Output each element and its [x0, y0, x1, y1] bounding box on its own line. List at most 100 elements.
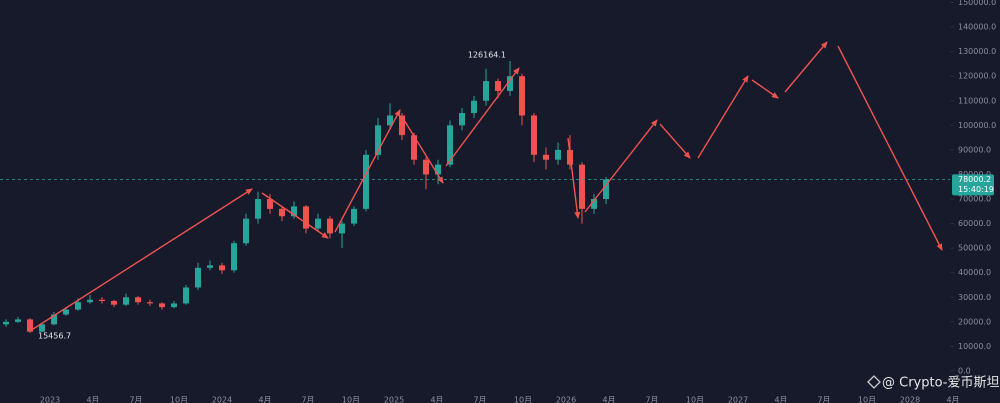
- candle-body: [99, 299, 105, 301]
- candle-body: [123, 297, 129, 305]
- arrow: [751, 79, 779, 99]
- watermark: @ Crypto-爱币斯坦: [867, 375, 999, 391]
- high-annotation: 126164.1: [468, 51, 506, 60]
- candle-body: [363, 154, 369, 209]
- candle-body: [603, 179, 609, 200]
- x-tick-label: 4月: [602, 396, 615, 403]
- x-tick-label: 4月: [86, 396, 99, 403]
- candle-body: [267, 199, 273, 209]
- candle-body: [519, 76, 525, 116]
- candle-body: [411, 135, 417, 160]
- arrow: [261, 192, 329, 239]
- candle-body: [183, 287, 189, 304]
- x-tick-label: 2026: [556, 396, 576, 403]
- candle-body: [291, 206, 297, 217]
- candle-body: [195, 267, 201, 288]
- candle-body: [315, 218, 321, 229]
- y-tick-label: 70000.0: [958, 195, 991, 204]
- arrow: [567, 137, 581, 219]
- candle-body: [327, 218, 333, 234]
- candle-body: [207, 265, 213, 268]
- y-tick-label: 90000.0: [958, 145, 991, 154]
- watermark-text: @ Crypto-爱币斯坦: [882, 376, 999, 391]
- candle-body: [255, 199, 261, 219]
- candle-body: [375, 125, 381, 155]
- last-price-label: 78000.2: [958, 175, 991, 184]
- x-tick-label: 7月: [301, 396, 314, 403]
- arrow: [784, 41, 828, 93]
- y-tick-label: 30000.0: [958, 293, 991, 302]
- candle-body: [111, 300, 117, 305]
- arrow: [659, 123, 691, 159]
- x-tick-label: 2023: [40, 396, 60, 403]
- x-tick-label: 10月: [170, 396, 188, 403]
- candle-body: [423, 159, 429, 175]
- candle-body: [303, 206, 309, 229]
- y-tick-label: 10000.0: [958, 342, 991, 351]
- y-tick-label: 140000.0: [958, 23, 996, 32]
- candle-body: [435, 164, 441, 175]
- y-tick-label: 150000.0: [958, 0, 996, 7]
- x-tick-label: 10月: [858, 396, 876, 403]
- y-tick-label: 130000.0: [958, 47, 996, 56]
- candle-body: [591, 199, 597, 209]
- candle-body: [231, 243, 237, 271]
- projection-arrows: [29, 41, 943, 332]
- candle-body: [63, 309, 69, 315]
- price-tag: [952, 174, 994, 196]
- y-tick-label: 50000.0: [958, 244, 991, 253]
- candle-body: [279, 208, 285, 217]
- candle-body: [219, 265, 225, 271]
- x-tick-label: 10月: [342, 396, 360, 403]
- candle-body: [87, 299, 93, 303]
- candle-body: [159, 303, 165, 308]
- y-tick-label: 20000.0: [958, 317, 991, 326]
- x-tick-label: 7月: [645, 396, 658, 403]
- candle-body: [447, 125, 453, 165]
- candle-body: [351, 208, 357, 224]
- x-tick-label: 7月: [817, 396, 830, 403]
- candle-body: [27, 319, 33, 332]
- arrow: [29, 188, 253, 332]
- candle-body: [171, 303, 177, 308]
- low-annotation: 15456.7: [38, 332, 71, 341]
- candle-body: [399, 115, 405, 136]
- x-tick-label: 2025: [384, 396, 404, 403]
- y-tick-label: 110000.0: [958, 96, 996, 105]
- candle-body: [75, 302, 81, 310]
- x-tick-label: 7月: [129, 396, 142, 403]
- candle-body: [243, 218, 249, 244]
- countdown-label: 15:40:19: [958, 185, 994, 194]
- arrow: [837, 45, 943, 251]
- candle-body: [15, 319, 21, 322]
- arrow: [445, 67, 520, 167]
- candle-body: [135, 297, 141, 303]
- y-tick-label: 60000.0: [958, 219, 991, 228]
- arrow: [334, 109, 401, 233]
- candle-body: [579, 164, 585, 209]
- candle-body: [387, 115, 393, 126]
- candle-body: [543, 154, 549, 160]
- candle-body: [531, 115, 537, 155]
- candle-body: [471, 100, 477, 114]
- y-tick-label: 100000.0: [958, 121, 996, 130]
- candle-body: [555, 149, 561, 160]
- candle-body: [39, 324, 45, 332]
- x-tick-label: 10月: [686, 396, 704, 403]
- candle-body: [147, 302, 153, 304]
- candle-body: [3, 321, 9, 325]
- y-tick-label: 0.0: [958, 367, 971, 376]
- candle-body: [495, 81, 501, 91]
- x-tick-label: 2028: [900, 396, 920, 403]
- arrow: [403, 119, 444, 184]
- arrow: [584, 119, 658, 213]
- x-tick-label: 4月: [430, 396, 443, 403]
- x-tick-label: 4月: [946, 396, 959, 403]
- x-tick-label: 2027: [728, 396, 748, 403]
- x-tick-label: 4月: [774, 396, 787, 403]
- x-tick-label: 7月: [473, 396, 486, 403]
- x-tick-label: 2024: [212, 396, 232, 403]
- candle-body: [339, 223, 345, 234]
- x-tick-label: 4月: [258, 396, 271, 403]
